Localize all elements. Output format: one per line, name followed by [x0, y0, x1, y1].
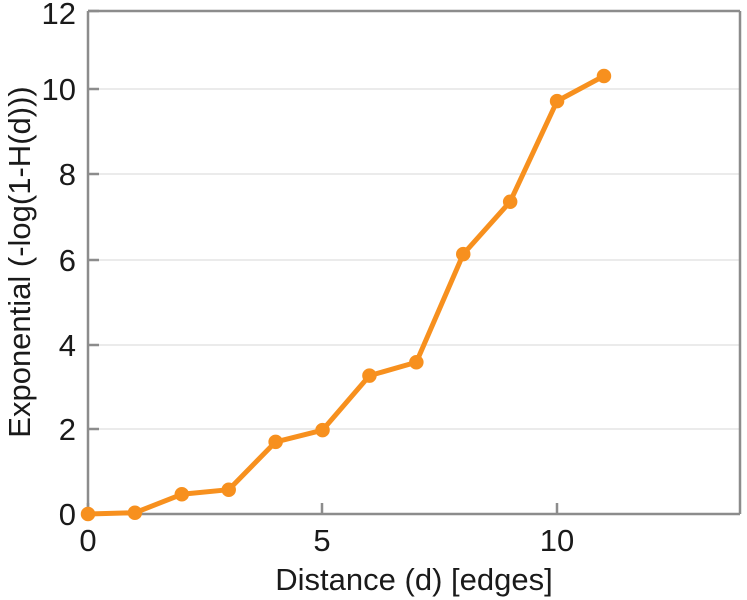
tick-label-y-0: 0 — [59, 497, 76, 532]
tick-label-y-6: 6 — [59, 243, 76, 278]
tick-label-y-2: 2 — [59, 412, 76, 447]
data-point-marker — [502, 194, 518, 209]
data-point-marker — [456, 246, 471, 262]
tick-label-y-4: 4 — [59, 328, 76, 363]
tick-label-x-10: 10 — [540, 523, 574, 558]
tick-label-y-12: 12 — [42, 0, 76, 31]
data-point-marker — [174, 487, 190, 502]
tick-label-x-5: 5 — [313, 523, 330, 558]
data-point-marker — [596, 68, 612, 84]
x-axis-title: Distance (d) [edges] — [275, 562, 552, 597]
data-point-marker — [127, 505, 143, 520]
data-series-exponential — [80, 68, 612, 522]
y-axis-title: Exponential (-log(1-H(d))) — [2, 86, 37, 437]
tick-labels-x: 0 5 10 — [79, 523, 574, 558]
data-point-marker — [80, 506, 96, 522]
data-point-marker — [409, 355, 424, 370]
plot-background — [88, 11, 740, 514]
tick-label-x-0: 0 — [79, 523, 96, 558]
data-point-marker — [221, 482, 236, 497]
series-line — [85, 73, 607, 517]
tick-label-y-10: 10 — [42, 72, 76, 107]
data-point-marker — [268, 434, 283, 450]
tick-labels-y: 0 2 4 6 8 10 12 — [42, 0, 76, 532]
gridlines-y — [88, 88, 740, 430]
data-point-marker — [315, 422, 330, 438]
tick-label-y-8: 8 — [59, 157, 76, 192]
data-point-marker — [362, 368, 377, 383]
data-point-marker — [549, 93, 565, 109]
